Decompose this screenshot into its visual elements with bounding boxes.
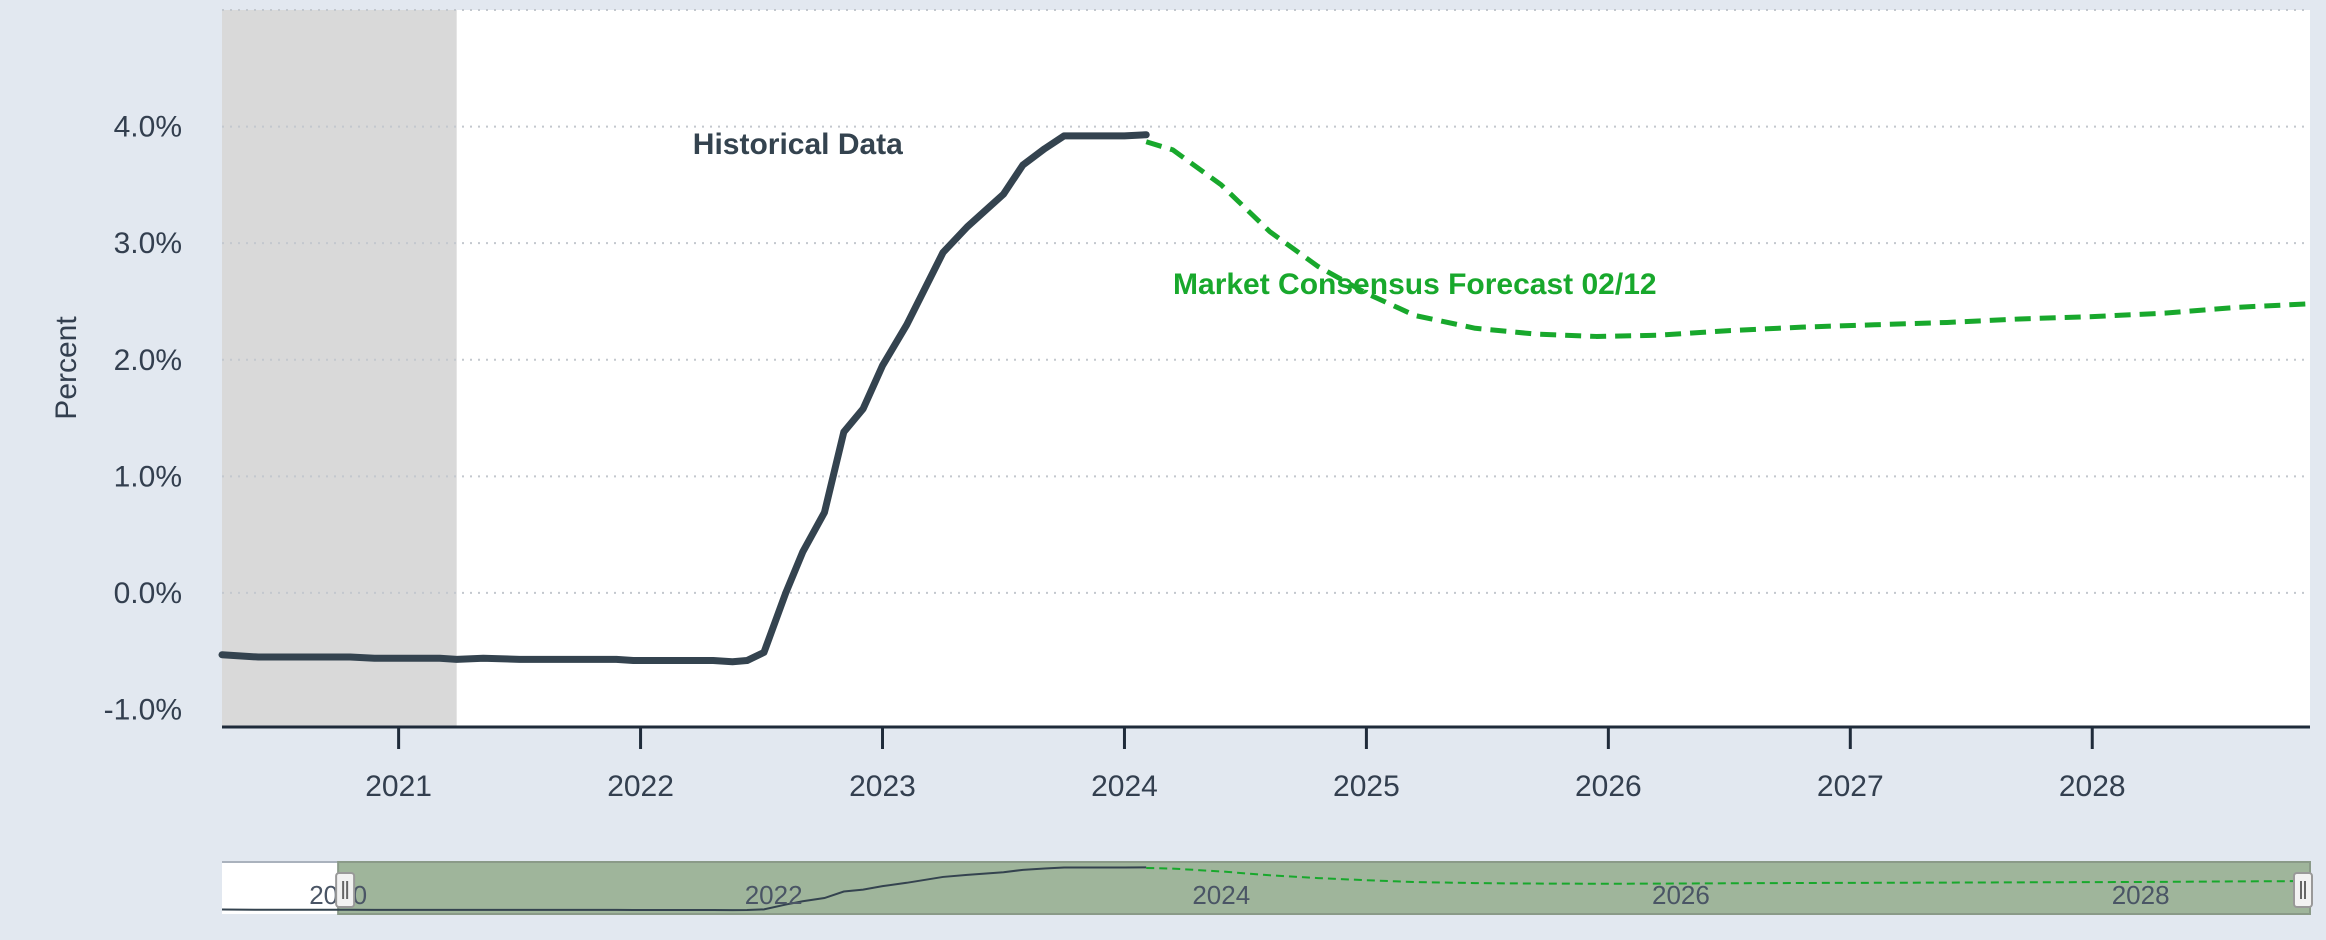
navigator-ticks: 20202022202420262028: [309, 880, 2169, 910]
y-tick-label: 3.0%: [114, 227, 182, 260]
series-line-historical: [218, 131, 1150, 666]
y-tick-label: 1.0%: [114, 460, 182, 493]
navigator-line-historical: [221, 866, 1147, 912]
navigator-line-forecast: [1146, 866, 2311, 885]
forecast-label: Market Consensus Forecast 02/12: [1173, 268, 1657, 301]
x-tick-label: 2023: [849, 770, 916, 803]
handle-grip: [2293, 872, 2313, 908]
x-tick-label: 2024: [1091, 770, 1158, 803]
navigator-tick-label: 2024: [1192, 880, 1250, 910]
handle-grip: [335, 872, 356, 908]
y-tick-label: 2.0%: [114, 344, 182, 377]
x-axis: 2021 2022 2023 2024 2025 2026 2027 2028: [365, 727, 2126, 803]
annotations: Historical Data Market Consensus Forecast…: [693, 128, 1657, 301]
plot-background: [222, 10, 2310, 727]
y-tick-label: -1.0%: [104, 694, 182, 727]
navigator-left-handle[interactable]: [335, 872, 356, 908]
navigator-tick-label: 2028: [2112, 880, 2170, 910]
range-navigator[interactable]: 20202022202420262028: [221, 861, 2313, 915]
x-tick-label: 2022: [607, 770, 674, 803]
navigator-handles[interactable]: [335, 872, 2313, 908]
navigator-selected-range[interactable]: [337, 861, 2312, 915]
series-group: [218, 131, 2311, 666]
navigator-tick-label: 2022: [745, 880, 803, 910]
x-tick-label: 2025: [1333, 770, 1400, 803]
y-axis: -1.0% 0.0% 1.0% 2.0% 3.0% 4.0%: [104, 111, 182, 727]
navigator-series: [221, 866, 2311, 912]
x-tick-label: 2021: [365, 770, 432, 803]
series-line-forecast: [1145, 139, 2311, 339]
x-tick-label: 2027: [1817, 770, 1884, 803]
x-tick-label: 2028: [2059, 770, 2126, 803]
y-tick-label: 4.0%: [114, 111, 182, 144]
navigator-tick-label: 2026: [1652, 880, 1710, 910]
historical-data-label: Historical Data: [693, 128, 903, 161]
navigator-right-handle[interactable]: [2293, 872, 2313, 908]
y-tick-label: 0.0%: [114, 577, 182, 610]
x-tick-label: 2026: [1575, 770, 1642, 803]
y-axis-title: Percent: [50, 316, 83, 420]
shaded-band: [222, 10, 457, 727]
